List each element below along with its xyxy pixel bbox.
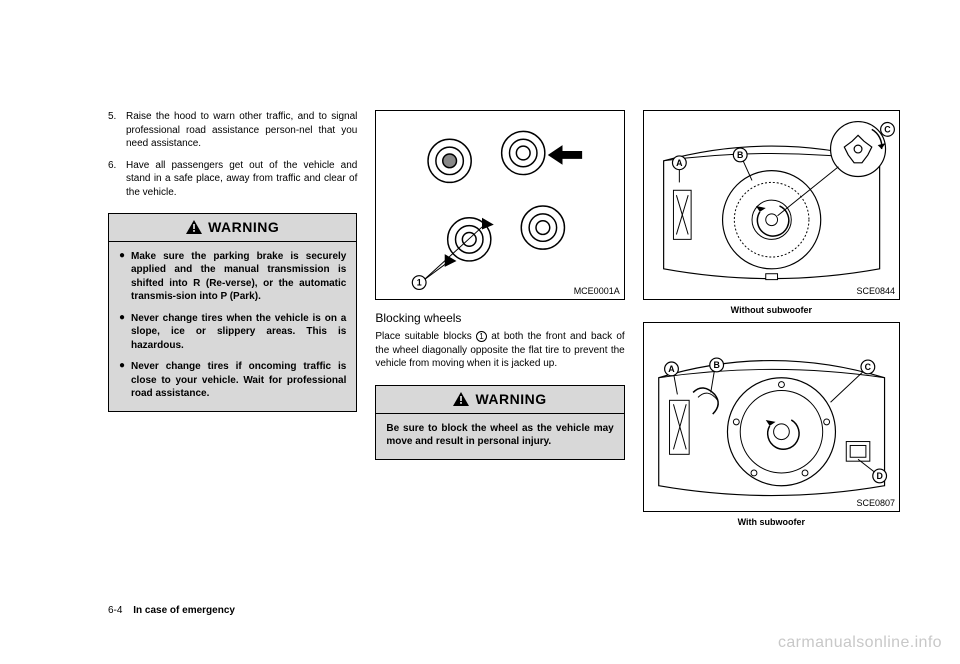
section-title: In case of emergency [133, 605, 235, 616]
column-3: A B C SCE0844 Without subwoofer [643, 110, 900, 624]
column-2: 1 MCE0001A Blocking wheels Place suitabl… [375, 110, 624, 624]
figure-with-subwoofer: A B C D SCE0807 [643, 322, 900, 512]
list-item: 6. Have all passengers get out of the ve… [108, 159, 357, 200]
item-number: 6. [108, 159, 126, 200]
warning-label: WARNING [208, 218, 279, 237]
svg-text:B: B [713, 360, 719, 370]
item-number: 5. [108, 110, 126, 151]
warning-body: Be sure to block the wheel as the vehicl… [376, 414, 623, 459]
watermark: carmanualsonline.info [778, 634, 942, 652]
warning-label: WARNING [475, 390, 546, 409]
svg-text:1: 1 [417, 278, 422, 288]
bullet-dot: ● [119, 312, 131, 353]
warning-box: WARNING Be sure to block the wheel as th… [375, 385, 624, 460]
figure-id: SCE0844 [856, 285, 895, 297]
bullet-item: ● Never change tires if oncoming traffic… [119, 360, 346, 401]
svg-text:B: B [737, 150, 743, 160]
svg-text:A: A [676, 158, 683, 168]
bullet-item: ● Never change tires when the vehicle is… [119, 312, 346, 353]
figure-without-subwoofer: A B C SCE0844 [643, 110, 900, 300]
bullet-text: Make sure the parking brake is securely … [131, 250, 346, 304]
subheading: Blocking wheels [375, 310, 624, 326]
figure-id: SCE0807 [856, 497, 895, 509]
svg-text:C: C [884, 124, 891, 134]
list-item: 5. Raise the hood to warn other traffic,… [108, 110, 357, 151]
item-text: Raise the hood to warn other traffic, an… [126, 110, 357, 151]
bullet-item: ● Make sure the parking brake is securel… [119, 250, 346, 304]
bullet-text: Never change tires if oncoming traffic i… [131, 360, 346, 401]
column-1: 5. Raise the hood to warn other traffic,… [108, 110, 357, 624]
warning-box: WARNING ● Make sure the parking brake is… [108, 213, 357, 412]
warning-header: WARNING [376, 386, 623, 414]
figure-caption: With subwoofer [643, 516, 900, 528]
wheels-diagram-icon: 1 [376, 111, 623, 299]
bullet-dot: ● [119, 250, 131, 304]
bullet-dot: ● [119, 360, 131, 401]
svg-text:A: A [668, 364, 675, 374]
bullet-text: Never change tires when the vehicle is o… [131, 312, 346, 353]
page-footer: 6-4 In case of emergency [108, 605, 235, 616]
warning-triangle-icon [453, 392, 469, 406]
trunk-spare-diagram-icon: A B C [644, 111, 899, 299]
body-paragraph: Place suitable blocks 1 at both the fron… [375, 330, 624, 371]
svg-text:C: C [864, 362, 871, 372]
callout-1-icon: 1 [476, 331, 487, 342]
warning-triangle-icon [186, 220, 202, 234]
warning-body: ● Make sure the parking brake is securel… [109, 242, 356, 411]
svg-text:D: D [876, 471, 882, 481]
figure-id: MCE0001A [574, 285, 620, 297]
warning-header: WARNING [109, 214, 356, 242]
page-number: 6-4 [108, 605, 122, 616]
item-text: Have all passengers get out of the vehic… [126, 159, 357, 200]
figure-caption: Without subwoofer [643, 304, 900, 316]
figure-blocking-wheels: 1 MCE0001A [375, 110, 624, 300]
manual-page: 5. Raise the hood to warn other traffic,… [0, 0, 960, 664]
trunk-subwoofer-diagram-icon: A B C D [644, 323, 899, 511]
